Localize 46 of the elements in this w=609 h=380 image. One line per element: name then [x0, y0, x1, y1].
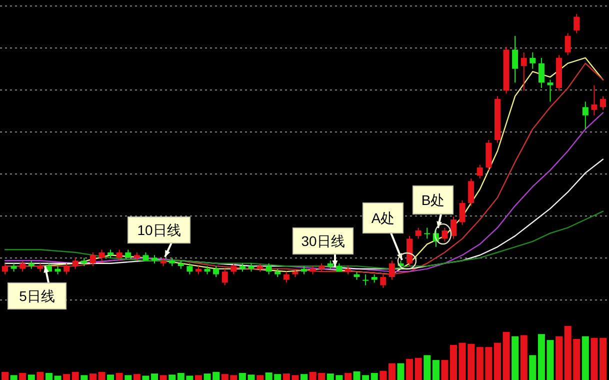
bar	[2, 372, 8, 380]
bar	[450, 344, 457, 380]
bar	[300, 374, 308, 380]
annotation: 5日线	[19, 288, 55, 304]
bar	[124, 375, 132, 380]
bar	[133, 374, 140, 380]
bar	[80, 375, 88, 380]
bar	[344, 372, 352, 380]
bar	[441, 360, 448, 380]
bar	[424, 355, 431, 380]
bar	[529, 355, 536, 380]
bar	[370, 372, 378, 380]
annotation: 30日线	[301, 233, 345, 249]
bar	[256, 375, 264, 380]
bar	[10, 375, 18, 380]
bar	[54, 376, 62, 380]
bar	[107, 374, 114, 380]
annotation: 10日线	[137, 222, 181, 238]
bar	[502, 332, 510, 380]
bar	[512, 336, 519, 380]
bar	[590, 338, 598, 380]
bar	[194, 375, 202, 380]
bar	[151, 374, 158, 380]
bar	[63, 374, 70, 380]
bar	[582, 336, 589, 380]
annotation: A处	[371, 210, 395, 226]
bar	[116, 372, 123, 380]
bar	[28, 374, 35, 380]
bar	[19, 372, 26, 380]
bar	[168, 374, 176, 380]
bar	[72, 372, 79, 380]
bar	[494, 342, 501, 380]
annotation: B处	[421, 192, 445, 208]
bar	[142, 376, 150, 380]
bar	[600, 338, 606, 380]
bar	[406, 358, 414, 380]
bar	[556, 336, 563, 380]
bar	[380, 370, 387, 380]
bar	[45, 372, 52, 380]
bar	[397, 363, 404, 380]
bar	[414, 358, 422, 380]
bar	[36, 372, 44, 380]
bar	[160, 375, 167, 380]
bar	[388, 363, 396, 380]
bar	[520, 335, 528, 380]
bar	[432, 360, 440, 380]
